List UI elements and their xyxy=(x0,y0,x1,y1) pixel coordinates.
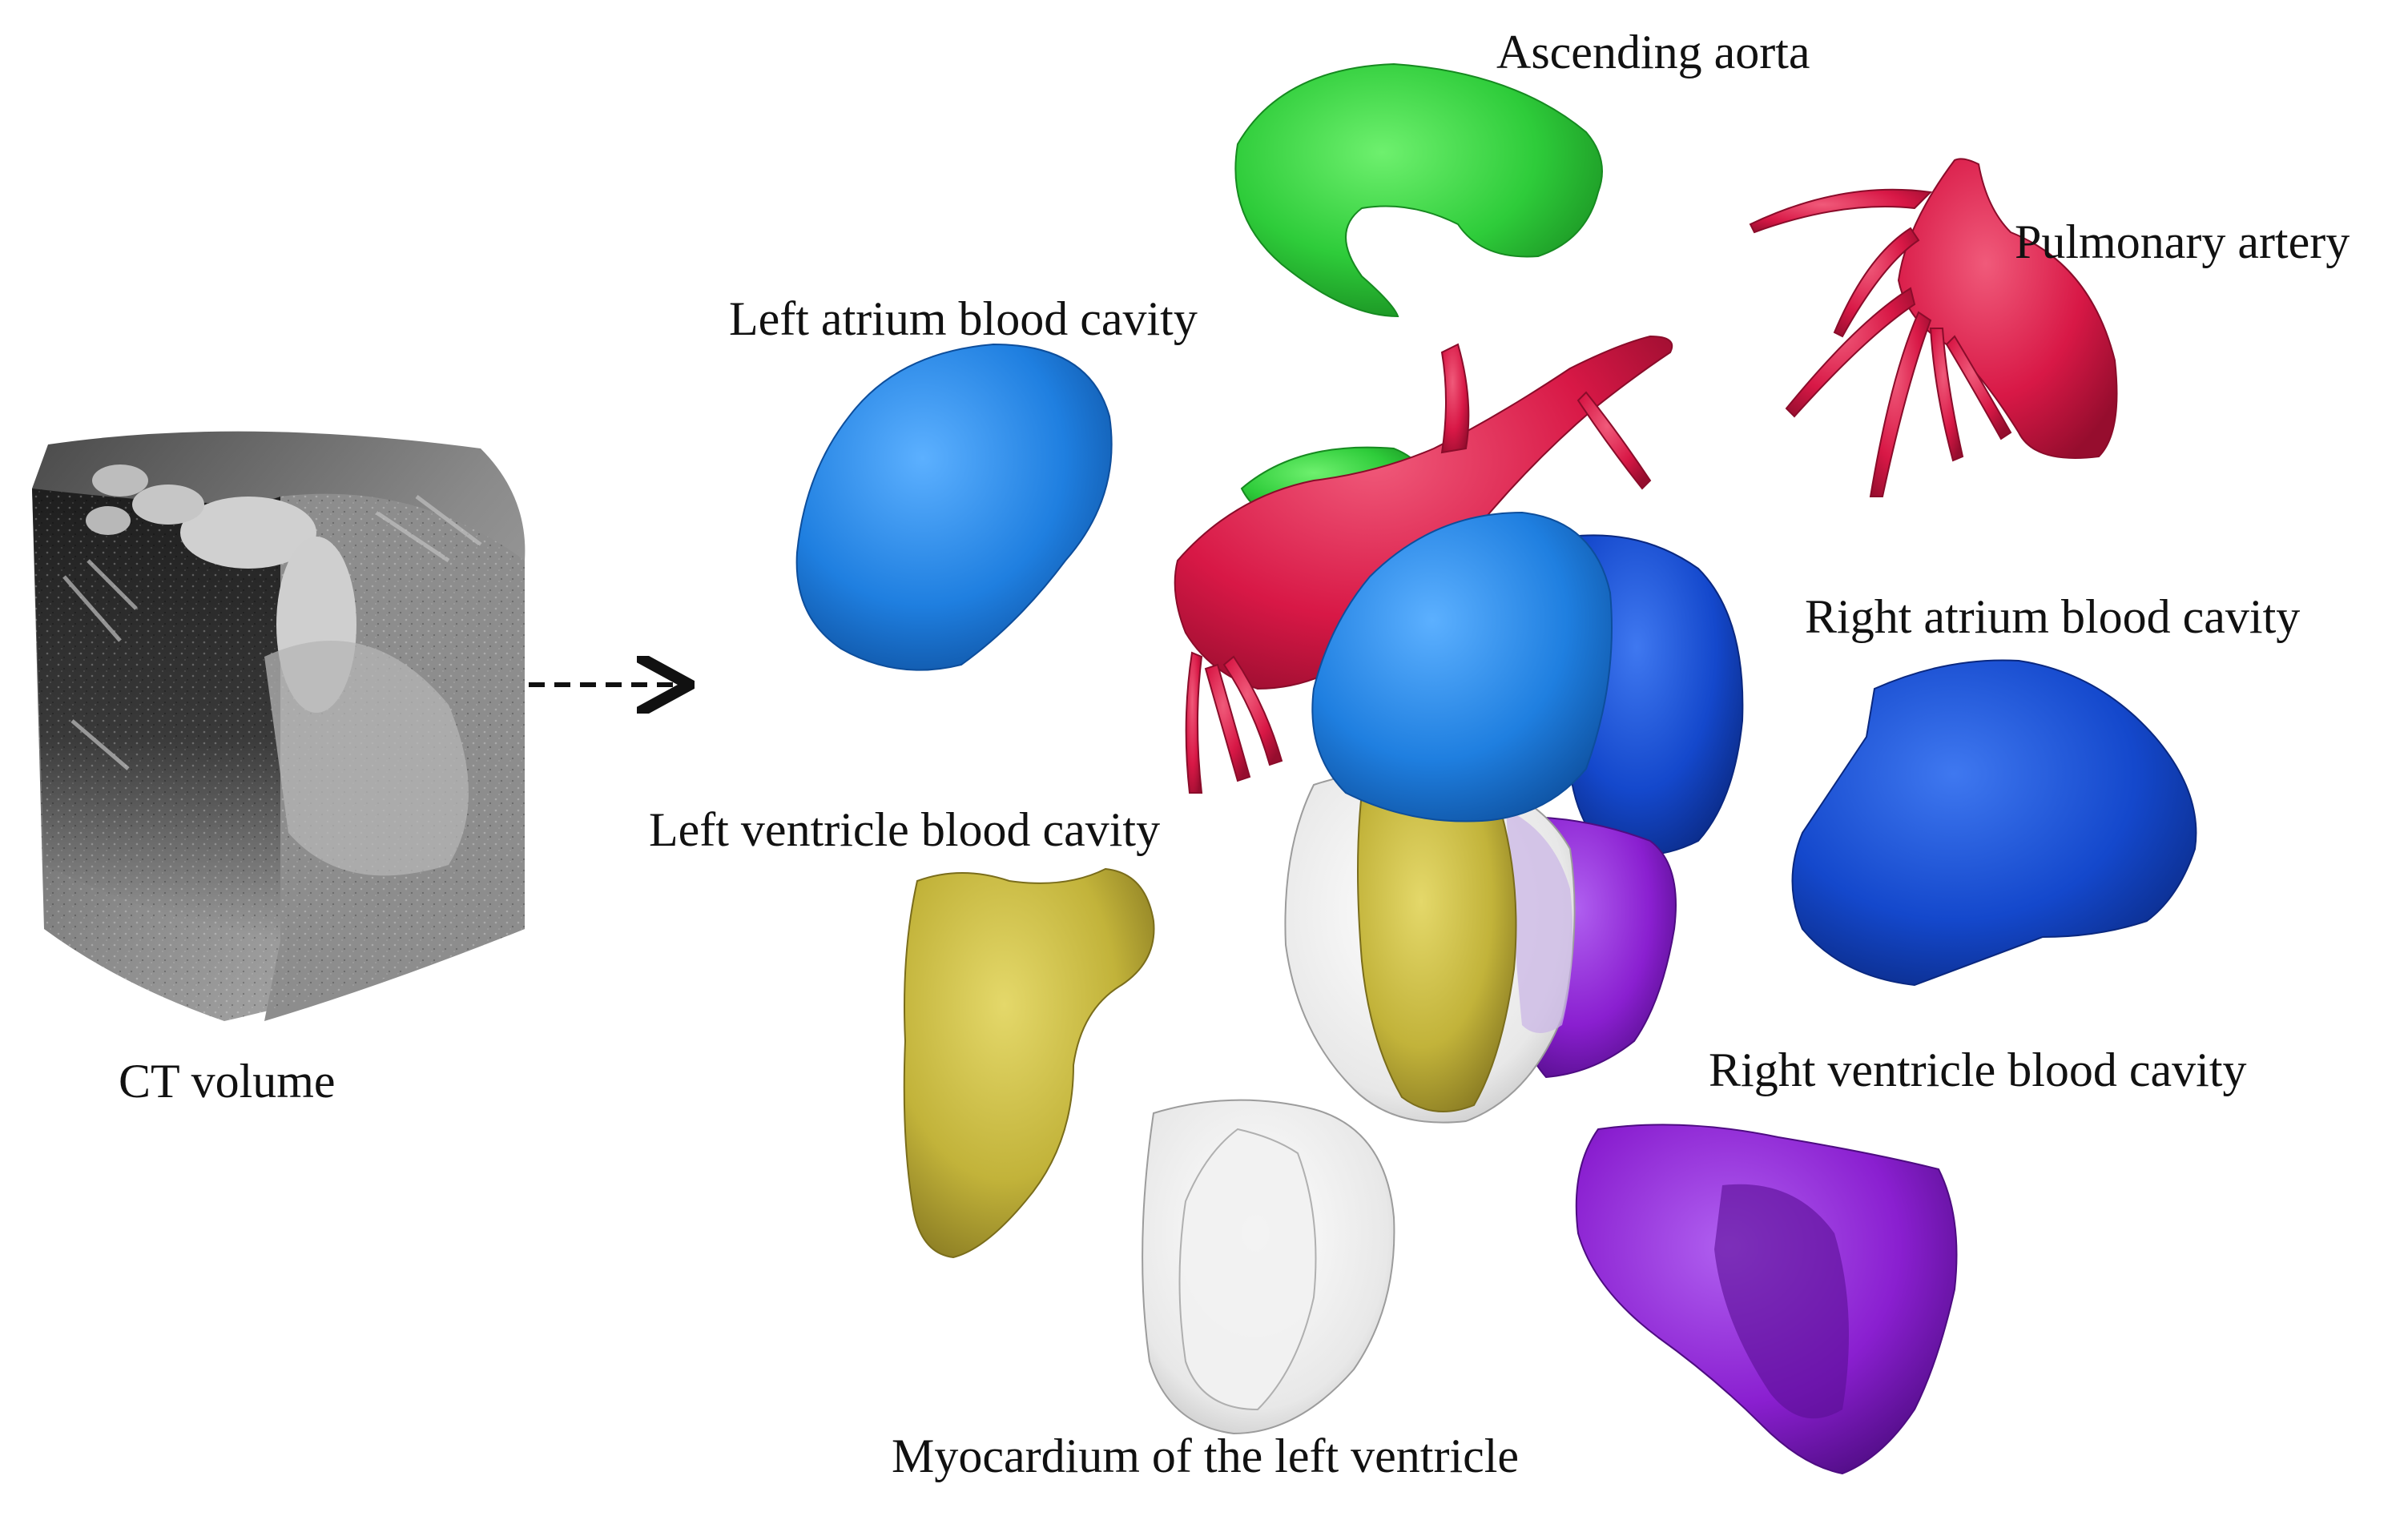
label-left-atrium: Left atrium blood cavity xyxy=(729,292,1198,345)
assembled-heart xyxy=(1174,335,1744,1124)
right-ventricle-shape xyxy=(1575,1124,1958,1475)
label-myocardium: Myocardium of the left ventricle xyxy=(892,1430,1520,1482)
left-atrium-shape xyxy=(795,343,1113,671)
left-ventricle-shape xyxy=(903,867,1155,1259)
right-atrium-shape xyxy=(1791,659,2197,987)
label-pulmonary-artery: Pulmonary artery xyxy=(2015,215,2350,268)
label-right-atrium: Right atrium blood cavity xyxy=(1805,590,2301,643)
label-ct-volume: CT volume xyxy=(119,1055,336,1108)
ct-volume-block xyxy=(32,431,525,1021)
label-left-ventricle: Left ventricle blood cavity xyxy=(649,803,1161,856)
label-right-ventricle: Right ventricle blood cavity xyxy=(1709,1044,2247,1096)
myocardium-shape xyxy=(1142,1099,1395,1435)
label-ascending-aorta: Ascending aorta xyxy=(1496,26,1810,78)
ascending-aorta-shape xyxy=(1234,62,1603,318)
pulmonary-artery-shape xyxy=(1749,158,2118,497)
